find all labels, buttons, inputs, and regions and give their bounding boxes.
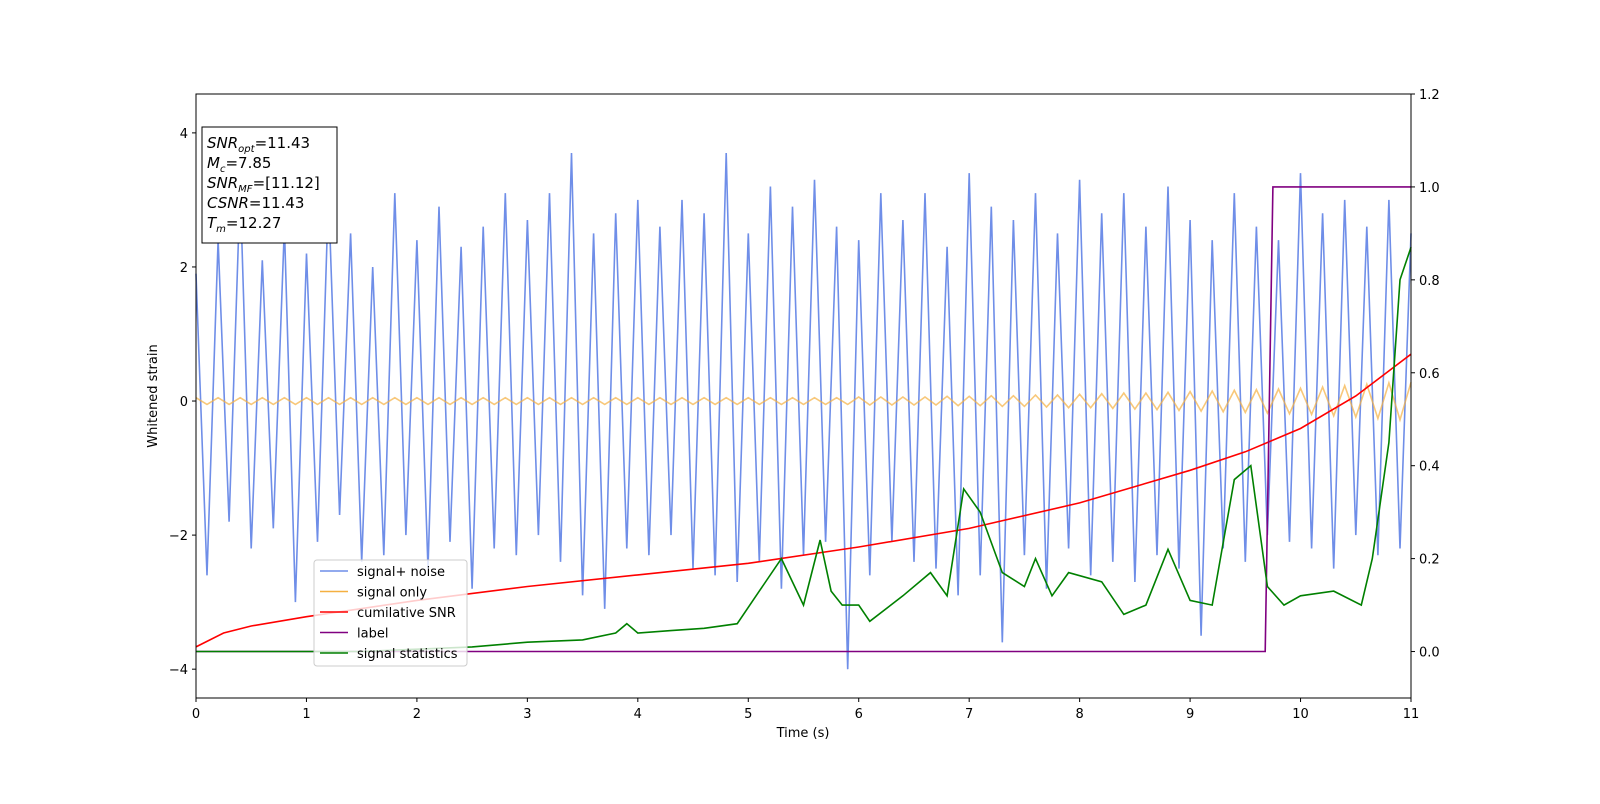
annotation-sub: m bbox=[216, 224, 226, 235]
x-tick-label: 9 bbox=[1186, 707, 1194, 722]
annotation-box: SNRopt=11.43Mc=7.85SNRMF=[11.12]CSNR=11.… bbox=[201, 126, 338, 244]
x-tick-label: 3 bbox=[523, 707, 531, 722]
series-line bbox=[195, 353, 1412, 648]
annotation: SNRMF=[11.12] bbox=[207, 174, 320, 195]
x-tick-label: 7 bbox=[965, 707, 973, 722]
annotation: SNRopt=11.43 bbox=[207, 134, 310, 155]
legend-label: cumilative SNR bbox=[357, 606, 456, 621]
y2-tick-label: 0.2 bbox=[1419, 553, 1440, 568]
marks bbox=[195, 152, 1412, 670]
legend-label: label bbox=[357, 627, 388, 642]
x-tick-label: 8 bbox=[1075, 707, 1083, 722]
y-tick-label: 2 bbox=[180, 261, 188, 276]
annotation-value: =11.43 bbox=[255, 134, 311, 152]
x-tick-label: 10 bbox=[1292, 707, 1309, 722]
annotation: CSNR=11.43 bbox=[207, 194, 304, 212]
annotation: Tm=12.27 bbox=[207, 214, 281, 235]
annotation-value: =[11.12] bbox=[253, 174, 320, 192]
annotation-base: SNR bbox=[207, 174, 238, 192]
x-tick-label: 1 bbox=[302, 707, 310, 722]
y-tick-label: 4 bbox=[180, 127, 188, 142]
x-tick-label: 5 bbox=[744, 707, 752, 722]
legend-label: signal only bbox=[357, 586, 427, 601]
series-line bbox=[196, 186, 1411, 653]
legend: signal+ noise signal only cumilative SNR la… bbox=[313, 559, 468, 667]
annotation-base: T bbox=[207, 214, 218, 232]
y-axis-label: Whitened strain bbox=[146, 344, 161, 447]
legend-frame bbox=[313, 559, 468, 667]
y-tick-label: 0 bbox=[180, 395, 188, 410]
y2-tick-label: 1.0 bbox=[1419, 181, 1440, 196]
axes-frame bbox=[195, 93, 1412, 699]
annotation-value: =7.85 bbox=[225, 154, 271, 172]
annotation-value: =12.27 bbox=[226, 214, 282, 232]
y-tick-label: −4 bbox=[169, 663, 188, 678]
y2-tick-label: 0.4 bbox=[1419, 460, 1440, 475]
annotation-value: =11.43 bbox=[249, 194, 305, 212]
annotation-base: M bbox=[207, 154, 220, 172]
annotation-sub: opt bbox=[238, 144, 255, 155]
series-line bbox=[196, 247, 1412, 653]
y2-tick-label: 1.2 bbox=[1419, 88, 1440, 103]
annotation: Mc=7.85 bbox=[207, 154, 271, 175]
y-tick-label: −2 bbox=[169, 529, 188, 544]
x-tick-label: 11 bbox=[1403, 707, 1420, 722]
x-tick-label: 6 bbox=[855, 707, 863, 722]
x-tick-label: 4 bbox=[634, 707, 642, 722]
series-line bbox=[195, 380, 1412, 423]
x-tick-label: 0 bbox=[192, 707, 200, 722]
x-tick-label: 2 bbox=[413, 707, 421, 722]
annotation-sub: MF bbox=[238, 184, 253, 195]
annotation-sub: c bbox=[220, 164, 226, 175]
legend-label: signal+ noise bbox=[357, 565, 445, 580]
y2-tick-label: 0.6 bbox=[1419, 367, 1440, 382]
y2-tick-label: 0.0 bbox=[1419, 646, 1440, 661]
annotation-base: SNR bbox=[207, 134, 238, 152]
annotation-base: CSNR bbox=[207, 194, 249, 212]
legend-label: signal statistics bbox=[357, 647, 458, 662]
y2-tick-label: 0.8 bbox=[1419, 274, 1440, 289]
x-axis-label: Time (s) bbox=[776, 726, 830, 741]
annotation-frame bbox=[201, 126, 338, 244]
